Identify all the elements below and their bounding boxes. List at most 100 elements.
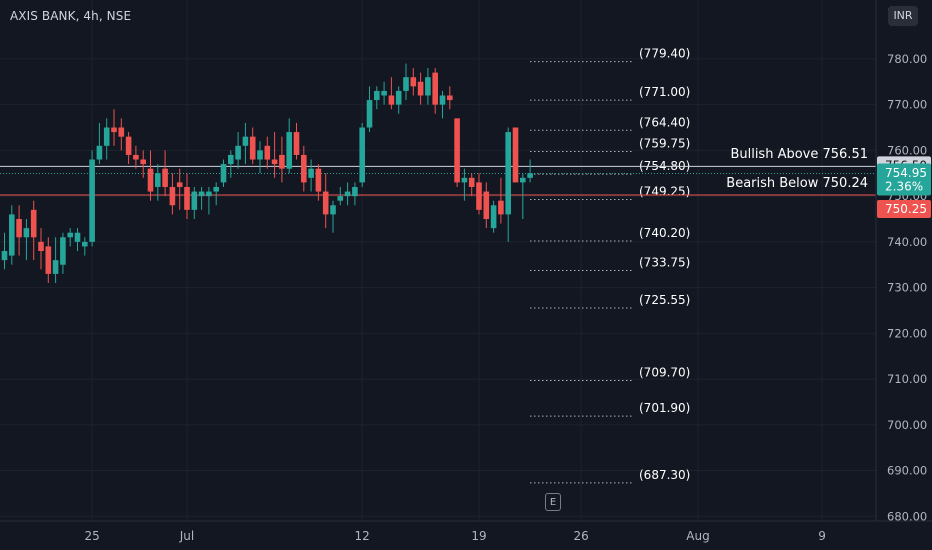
candle-body bbox=[505, 132, 511, 215]
candle-body bbox=[520, 177, 526, 183]
fib-level-label: (740.20) bbox=[639, 226, 690, 240]
candles bbox=[1, 63, 533, 284]
price-axis: 680.00 690.00 700.00 710.00 720.00 730.00 740.… bbox=[875, 0, 932, 550]
price-tick-label: 700.00 bbox=[887, 418, 927, 432]
candle-body bbox=[381, 90, 387, 96]
time-tick-label: 25 bbox=[84, 529, 99, 543]
price-tick-label: 740.00 bbox=[887, 235, 927, 249]
fib-level-label: (771.00) bbox=[639, 85, 690, 99]
candle-body bbox=[352, 186, 358, 197]
candle-body bbox=[242, 136, 249, 146]
candle-body bbox=[301, 154, 307, 183]
candle-body bbox=[308, 168, 314, 178]
candle-body bbox=[359, 127, 365, 183]
symbol-title: AXIS BANK, 4h, NSE bbox=[10, 9, 132, 23]
fib-levels: (779.40)(771.00)(764.40)(759.75)(754.80)… bbox=[530, 47, 690, 484]
candle-body bbox=[140, 159, 146, 165]
price-tags: 756.50754.952.36%750.25 bbox=[877, 156, 931, 219]
candle-body bbox=[67, 232, 73, 238]
candle-body bbox=[118, 127, 125, 137]
candle-body bbox=[512, 127, 519, 183]
candle-body bbox=[125, 136, 132, 155]
candle-body bbox=[1, 251, 8, 261]
fib-level-label: (779.40) bbox=[639, 47, 690, 61]
grid bbox=[0, 0, 876, 521]
fib-level-label: (749.25) bbox=[639, 185, 690, 199]
candle-body bbox=[468, 177, 475, 187]
time-axis: 25 Jul 12 19 26 Aug 9 bbox=[0, 520, 932, 543]
candle-body bbox=[425, 77, 431, 96]
fib-level-label: (725.55) bbox=[639, 293, 690, 307]
last-price-tag: 754.952.36% bbox=[877, 163, 931, 196]
candle-body bbox=[213, 186, 219, 192]
bullish-annotation: Bullish Above 756.51 bbox=[730, 147, 868, 162]
time-tick-label: 26 bbox=[574, 529, 589, 543]
price-tick-label: 770.00 bbox=[887, 98, 927, 112]
fib-level-label: (759.75) bbox=[639, 137, 690, 151]
candle-body bbox=[82, 241, 88, 247]
candle-body bbox=[286, 132, 292, 169]
candle-body bbox=[147, 168, 154, 192]
candle-body bbox=[16, 218, 22, 238]
time-tick-label: Aug bbox=[686, 529, 709, 543]
candle-body bbox=[198, 191, 205, 197]
candle-body bbox=[461, 177, 468, 183]
fib-level-label: (764.40) bbox=[639, 115, 690, 129]
candle-body bbox=[410, 77, 417, 87]
candle-body bbox=[395, 90, 402, 105]
candle-body bbox=[293, 132, 300, 155]
price-tick-label: 690.00 bbox=[887, 464, 927, 478]
candle-body bbox=[60, 237, 66, 265]
last-price-tag-text: 754.95 bbox=[885, 166, 927, 180]
price-tick-label: 720.00 bbox=[887, 326, 927, 340]
fib-level-label: (709.70) bbox=[639, 365, 690, 379]
currency-button[interactable]: INR bbox=[888, 6, 918, 26]
candle-body bbox=[374, 90, 380, 101]
candle-body bbox=[257, 150, 263, 160]
candle-body bbox=[366, 100, 373, 128]
candle-body bbox=[89, 159, 95, 242]
candle-body bbox=[322, 191, 329, 215]
candle-body bbox=[155, 173, 161, 187]
time-tick-label: 9 bbox=[818, 529, 826, 543]
candle-body bbox=[447, 95, 453, 101]
candle-body bbox=[315, 168, 322, 192]
candle-body bbox=[388, 95, 395, 105]
price-tick-label: 730.00 bbox=[887, 281, 927, 295]
price-tick-label: 780.00 bbox=[887, 52, 927, 66]
bearish-price-tag-bg bbox=[877, 200, 931, 219]
time-tick-label: Jul bbox=[179, 529, 194, 543]
candle-body bbox=[103, 127, 110, 146]
candle-body bbox=[264, 145, 271, 160]
last-price-tag-text: 2.36% bbox=[885, 179, 923, 193]
candle-body bbox=[344, 191, 351, 197]
key-levels bbox=[0, 165, 876, 196]
candle-body bbox=[191, 191, 198, 210]
candle-body bbox=[271, 159, 278, 165]
candle-body bbox=[169, 186, 176, 206]
candle-body bbox=[483, 191, 490, 219]
price-axis-bg bbox=[876, 0, 932, 550]
candle-body bbox=[527, 173, 533, 178]
candle-body bbox=[439, 95, 446, 105]
candle-body bbox=[52, 260, 59, 274]
time-tick-label: 19 bbox=[471, 529, 486, 543]
candle-body bbox=[162, 168, 168, 187]
candle-body bbox=[96, 145, 103, 160]
price-tick-label: 760.00 bbox=[887, 143, 927, 157]
candle-body bbox=[403, 77, 409, 91]
candle-body bbox=[490, 205, 497, 229]
candle-body bbox=[235, 145, 241, 160]
earnings-badge[interactable]: E bbox=[545, 493, 561, 511]
price-tick-label: 710.00 bbox=[887, 372, 927, 386]
last-price-tag-bg bbox=[877, 163, 931, 196]
candle-body bbox=[330, 205, 336, 215]
candle-body bbox=[228, 154, 234, 165]
time-tick-label: 12 bbox=[355, 529, 370, 543]
bearish-price-tag-text: 750.25 bbox=[885, 202, 927, 216]
candle-body bbox=[249, 136, 256, 160]
candle-body bbox=[38, 241, 44, 252]
candle-body bbox=[23, 228, 30, 238]
candle-body bbox=[337, 196, 344, 201]
